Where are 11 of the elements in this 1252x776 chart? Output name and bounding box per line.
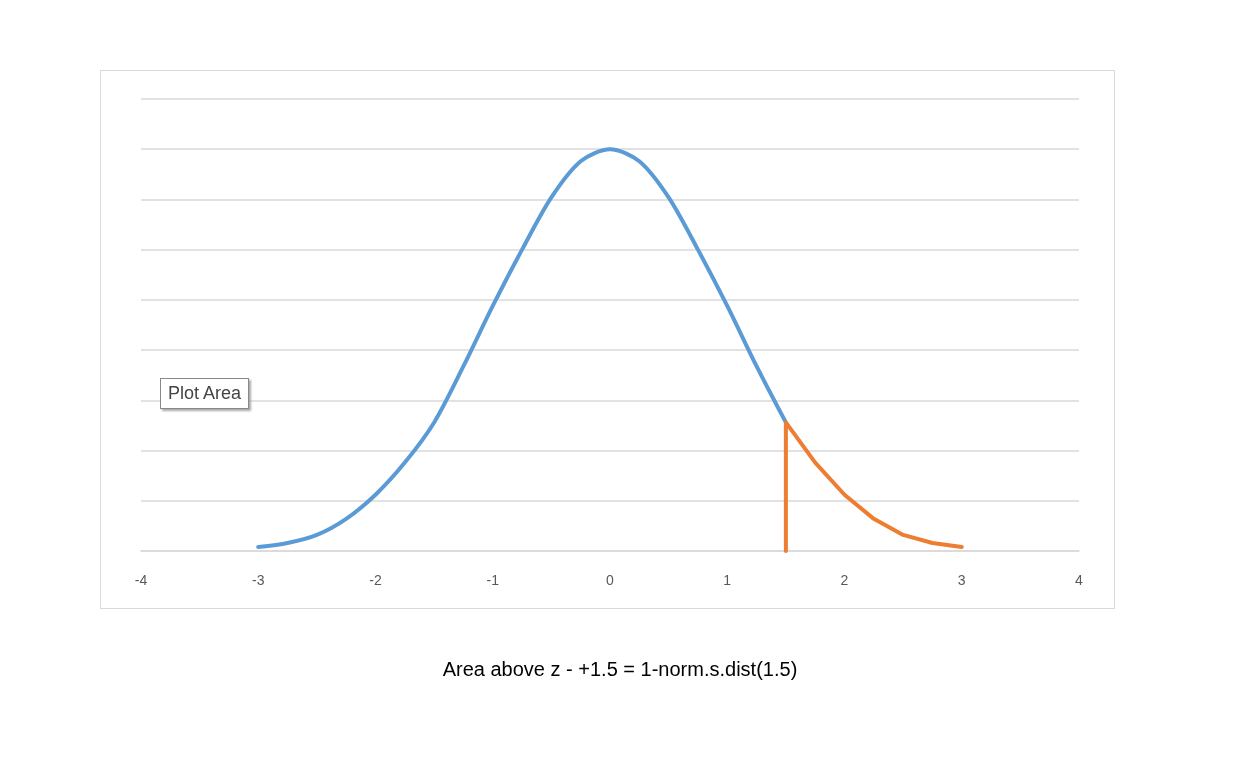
text: Area above z - +1.5 = 1-norm.s.dist(1.5)	[441, 658, 799, 681]
x-tick-label: 3	[957, 572, 966, 588]
x-tick-label: -3	[252, 572, 265, 588]
x-tick-label: -4	[134, 572, 148, 588]
x-tick-label: 2	[840, 572, 849, 588]
annotation: Plot Area	[160, 378, 250, 409]
x-tick-label: -2	[369, 572, 382, 588]
x-tick-label: -1	[486, 572, 500, 588]
x-tick-label: 4	[1075, 572, 1084, 588]
x-tick-label: 1	[723, 572, 732, 588]
x-tick-label: 0	[606, 572, 615, 588]
